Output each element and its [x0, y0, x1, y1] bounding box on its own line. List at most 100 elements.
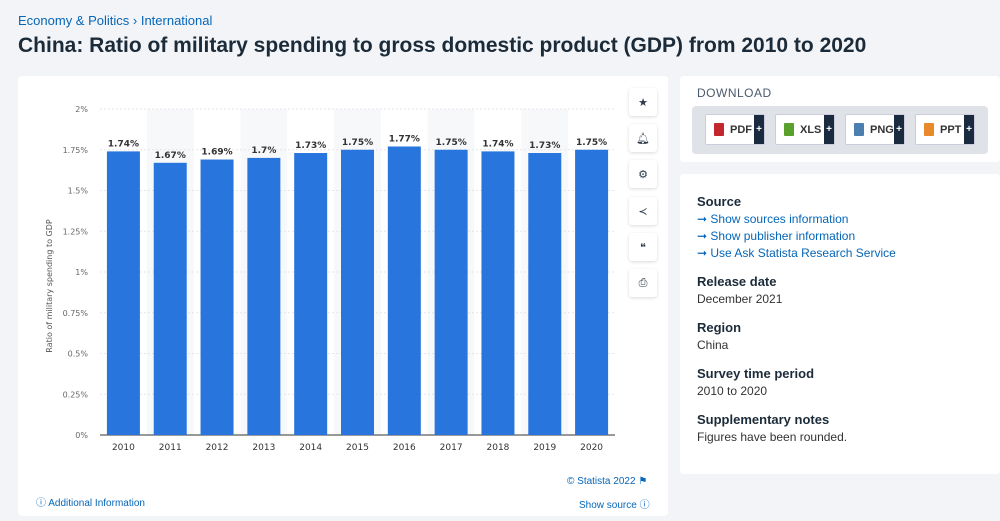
gear-icon: ⚙	[638, 168, 648, 181]
pdf-file-icon	[714, 123, 724, 136]
notes-heading: Supplementary notes	[697, 412, 830, 427]
release-date-heading: Release date	[697, 274, 777, 289]
data-label: 1.77%	[389, 134, 420, 144]
data-label: 1.75%	[436, 138, 467, 148]
y-tick-label: 0%	[75, 431, 88, 440]
info-panel: Source ➞ Show sources information ➞ Show…	[680, 174, 1000, 474]
data-label: 1.75%	[342, 138, 373, 148]
png-file-icon	[854, 123, 864, 136]
x-tick-label: 2012	[206, 443, 229, 453]
x-tick-label: 2019	[533, 443, 556, 453]
show-source-link[interactable]: Show source ⓘ	[579, 496, 650, 511]
link-text: Show publisher information	[710, 229, 856, 243]
y-tick-label: 0.5%	[68, 350, 89, 359]
download-ppt-button[interactable]: PPT +	[915, 114, 975, 145]
download-label: PPT	[940, 123, 962, 136]
y-tick-label: 2%	[75, 105, 88, 114]
settings-button[interactable]: ⚙	[629, 160, 657, 188]
x-tick-label: 2013	[252, 443, 275, 453]
breadcrumb-economy[interactable]: Economy & Politics	[18, 13, 130, 28]
print-button[interactable]: ⎙	[629, 269, 657, 297]
download-label: XLS	[800, 123, 822, 136]
data-label: 1.74%	[108, 139, 139, 149]
download-label: PNG	[870, 123, 894, 136]
y-tick-label: 0.75%	[63, 309, 89, 318]
y-tick-label: 1.75%	[63, 146, 89, 155]
download-png-button[interactable]: PNG +	[845, 114, 905, 145]
page-title: China: Ratio of military spending to gro…	[18, 34, 867, 57]
share-icon: ≺	[638, 205, 648, 218]
survey-period-heading: Survey time period	[697, 366, 815, 381]
bar-2012[interactable]	[200, 159, 234, 435]
star-icon: ★	[638, 96, 648, 109]
y-tick-label: 0.25%	[63, 390, 89, 399]
credit-text: © Statista 2022	[567, 476, 636, 487]
x-tick-label: 2018	[487, 443, 510, 453]
bar-2013[interactable]	[247, 157, 281, 435]
info-icon: ⓘ	[639, 500, 650, 511]
breadcrumb-international[interactable]: International	[140, 13, 213, 28]
x-tick-label: 2017	[440, 443, 463, 453]
bar-2019[interactable]	[528, 153, 562, 435]
info-icon: ⓘ	[36, 498, 46, 509]
additional-information-link[interactable]: ⓘ Additional Information	[36, 494, 145, 509]
y-tick-label: 1%	[75, 268, 88, 277]
bar-2014[interactable]	[294, 153, 328, 435]
download-title: DOWNLOAD	[697, 86, 772, 100]
data-label: 1.7%	[251, 146, 276, 156]
plus-icon: +	[824, 115, 834, 144]
share-button[interactable]: ≺	[629, 197, 657, 225]
x-tick-label: 2020	[580, 443, 603, 453]
plus-icon: +	[964, 115, 974, 144]
data-label: 1.73%	[295, 141, 326, 151]
bar-2010[interactable]	[106, 151, 140, 435]
favorite-button[interactable]: ★	[629, 88, 657, 116]
cite-button[interactable]: ❝	[629, 233, 657, 261]
download-xls-button[interactable]: XLS +	[775, 114, 835, 145]
notes-value: Figures have been rounded.	[697, 430, 848, 444]
statista-credit[interactable]: © Statista 2022 ⚑	[567, 476, 647, 487]
data-label: 1.73%	[529, 141, 560, 151]
ask-statista-link[interactable]: ➞ Use Ask Statista Research Service	[697, 246, 896, 260]
bar-2015[interactable]	[341, 149, 374, 435]
y-axis-label: Ratio of military spending to GDP	[45, 219, 54, 353]
bell-icon: 🔔︎	[636, 132, 650, 145]
bar-2017[interactable]	[434, 149, 468, 435]
flag-icon: ⚑	[638, 476, 648, 487]
chart-card: 0% 0.25% 0.5% 0.75% 1% 1.25% 1.5% 1.75% 2% 1.74% 2…	[18, 76, 668, 516]
link-text: Use Ask Statista Research Service	[710, 246, 896, 260]
bar-2016[interactable]	[387, 146, 421, 435]
data-label: 1.69%	[201, 148, 232, 158]
ppt-file-icon	[924, 123, 934, 136]
source-heading: Source	[697, 194, 742, 209]
show-sources-link[interactable]: ➞ Show sources information	[697, 212, 849, 226]
print-icon: ⎙	[638, 276, 648, 289]
breadcrumb: Economy & Politics › International	[18, 13, 213, 28]
plus-icon: +	[894, 115, 904, 144]
additional-text: Additional Information	[48, 498, 145, 509]
download-buttons: PDF + XLS + PNG + PPT +	[692, 106, 988, 154]
data-label: 1.75%	[576, 138, 607, 148]
bar-2011[interactable]	[153, 162, 187, 435]
y-tick-label: 1.25%	[63, 227, 89, 236]
download-label: PDF	[730, 123, 752, 136]
y-tick-label: 1.5%	[68, 187, 89, 196]
x-tick-label: 2016	[393, 443, 416, 453]
xls-file-icon	[784, 123, 794, 136]
x-tick-label: 2010	[112, 443, 135, 453]
region-heading: Region	[697, 320, 742, 335]
x-tick-label: 2015	[346, 443, 369, 453]
x-tick-label: 2014	[299, 443, 322, 453]
bar-2020[interactable]	[575, 149, 609, 435]
notification-button[interactable]: 🔔︎	[629, 124, 657, 152]
bar-2018[interactable]	[481, 151, 515, 435]
x-tick-label: 2011	[159, 443, 182, 453]
show-source-text: Show source	[579, 500, 637, 511]
survey-period-value: 2010 to 2020	[697, 384, 768, 398]
plus-icon: +	[754, 115, 764, 144]
quote-icon: ❝	[640, 241, 646, 254]
region-value: China	[697, 338, 729, 352]
download-pdf-button[interactable]: PDF +	[705, 114, 765, 145]
show-publisher-link[interactable]: ➞ Show publisher information	[697, 229, 856, 243]
link-text: Show sources information	[710, 212, 849, 226]
